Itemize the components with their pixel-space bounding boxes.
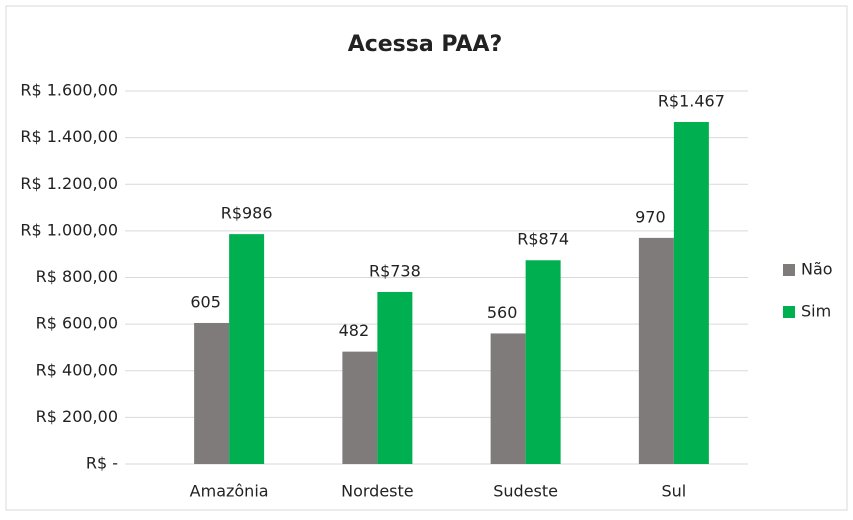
bar: [342, 351, 378, 464]
bar: [229, 234, 265, 464]
legend-label: Não: [801, 260, 833, 279]
y-tick-label: R$ 800,00: [36, 267, 118, 286]
x-tick-label: Sudeste: [493, 482, 558, 501]
legend-swatch: [783, 264, 795, 276]
y-tick-label: R$ 1.600,00: [20, 81, 118, 100]
chart-border: [5, 5, 848, 511]
data-label: R$1.467: [658, 92, 725, 111]
bar: [490, 333, 526, 464]
y-tick-label: R$ 1.200,00: [20, 174, 118, 193]
x-tick-label: Sul: [662, 482, 687, 501]
y-tick-label: R$ 400,00: [36, 360, 118, 379]
data-label: 560: [487, 303, 518, 322]
x-tick-label: Nordeste: [341, 482, 414, 501]
bar: [525, 260, 561, 464]
data-label: R$986: [221, 204, 273, 223]
bar: [377, 291, 413, 464]
legend-swatch: [783, 306, 795, 318]
y-tick-label: R$ 600,00: [36, 314, 118, 333]
y-tick-label: R$ -: [86, 454, 118, 473]
y-tick-label: R$ 1.000,00: [20, 220, 118, 239]
data-label: R$874: [517, 230, 569, 249]
legend-label: Sim: [801, 302, 831, 321]
data-label: R$738: [369, 261, 421, 280]
bar: [194, 322, 230, 464]
y-tick-label: R$ 1.400,00: [20, 127, 118, 146]
data-label: 482: [339, 321, 370, 340]
chart-title: Acessa PAA?: [348, 32, 503, 57]
data-label: 605: [190, 292, 221, 311]
bar: [673, 122, 709, 465]
x-tick-label: Amazônia: [190, 482, 269, 501]
bar: [638, 237, 674, 464]
y-tick-label: R$ 200,00: [36, 407, 118, 426]
data-label: 970: [635, 207, 666, 226]
